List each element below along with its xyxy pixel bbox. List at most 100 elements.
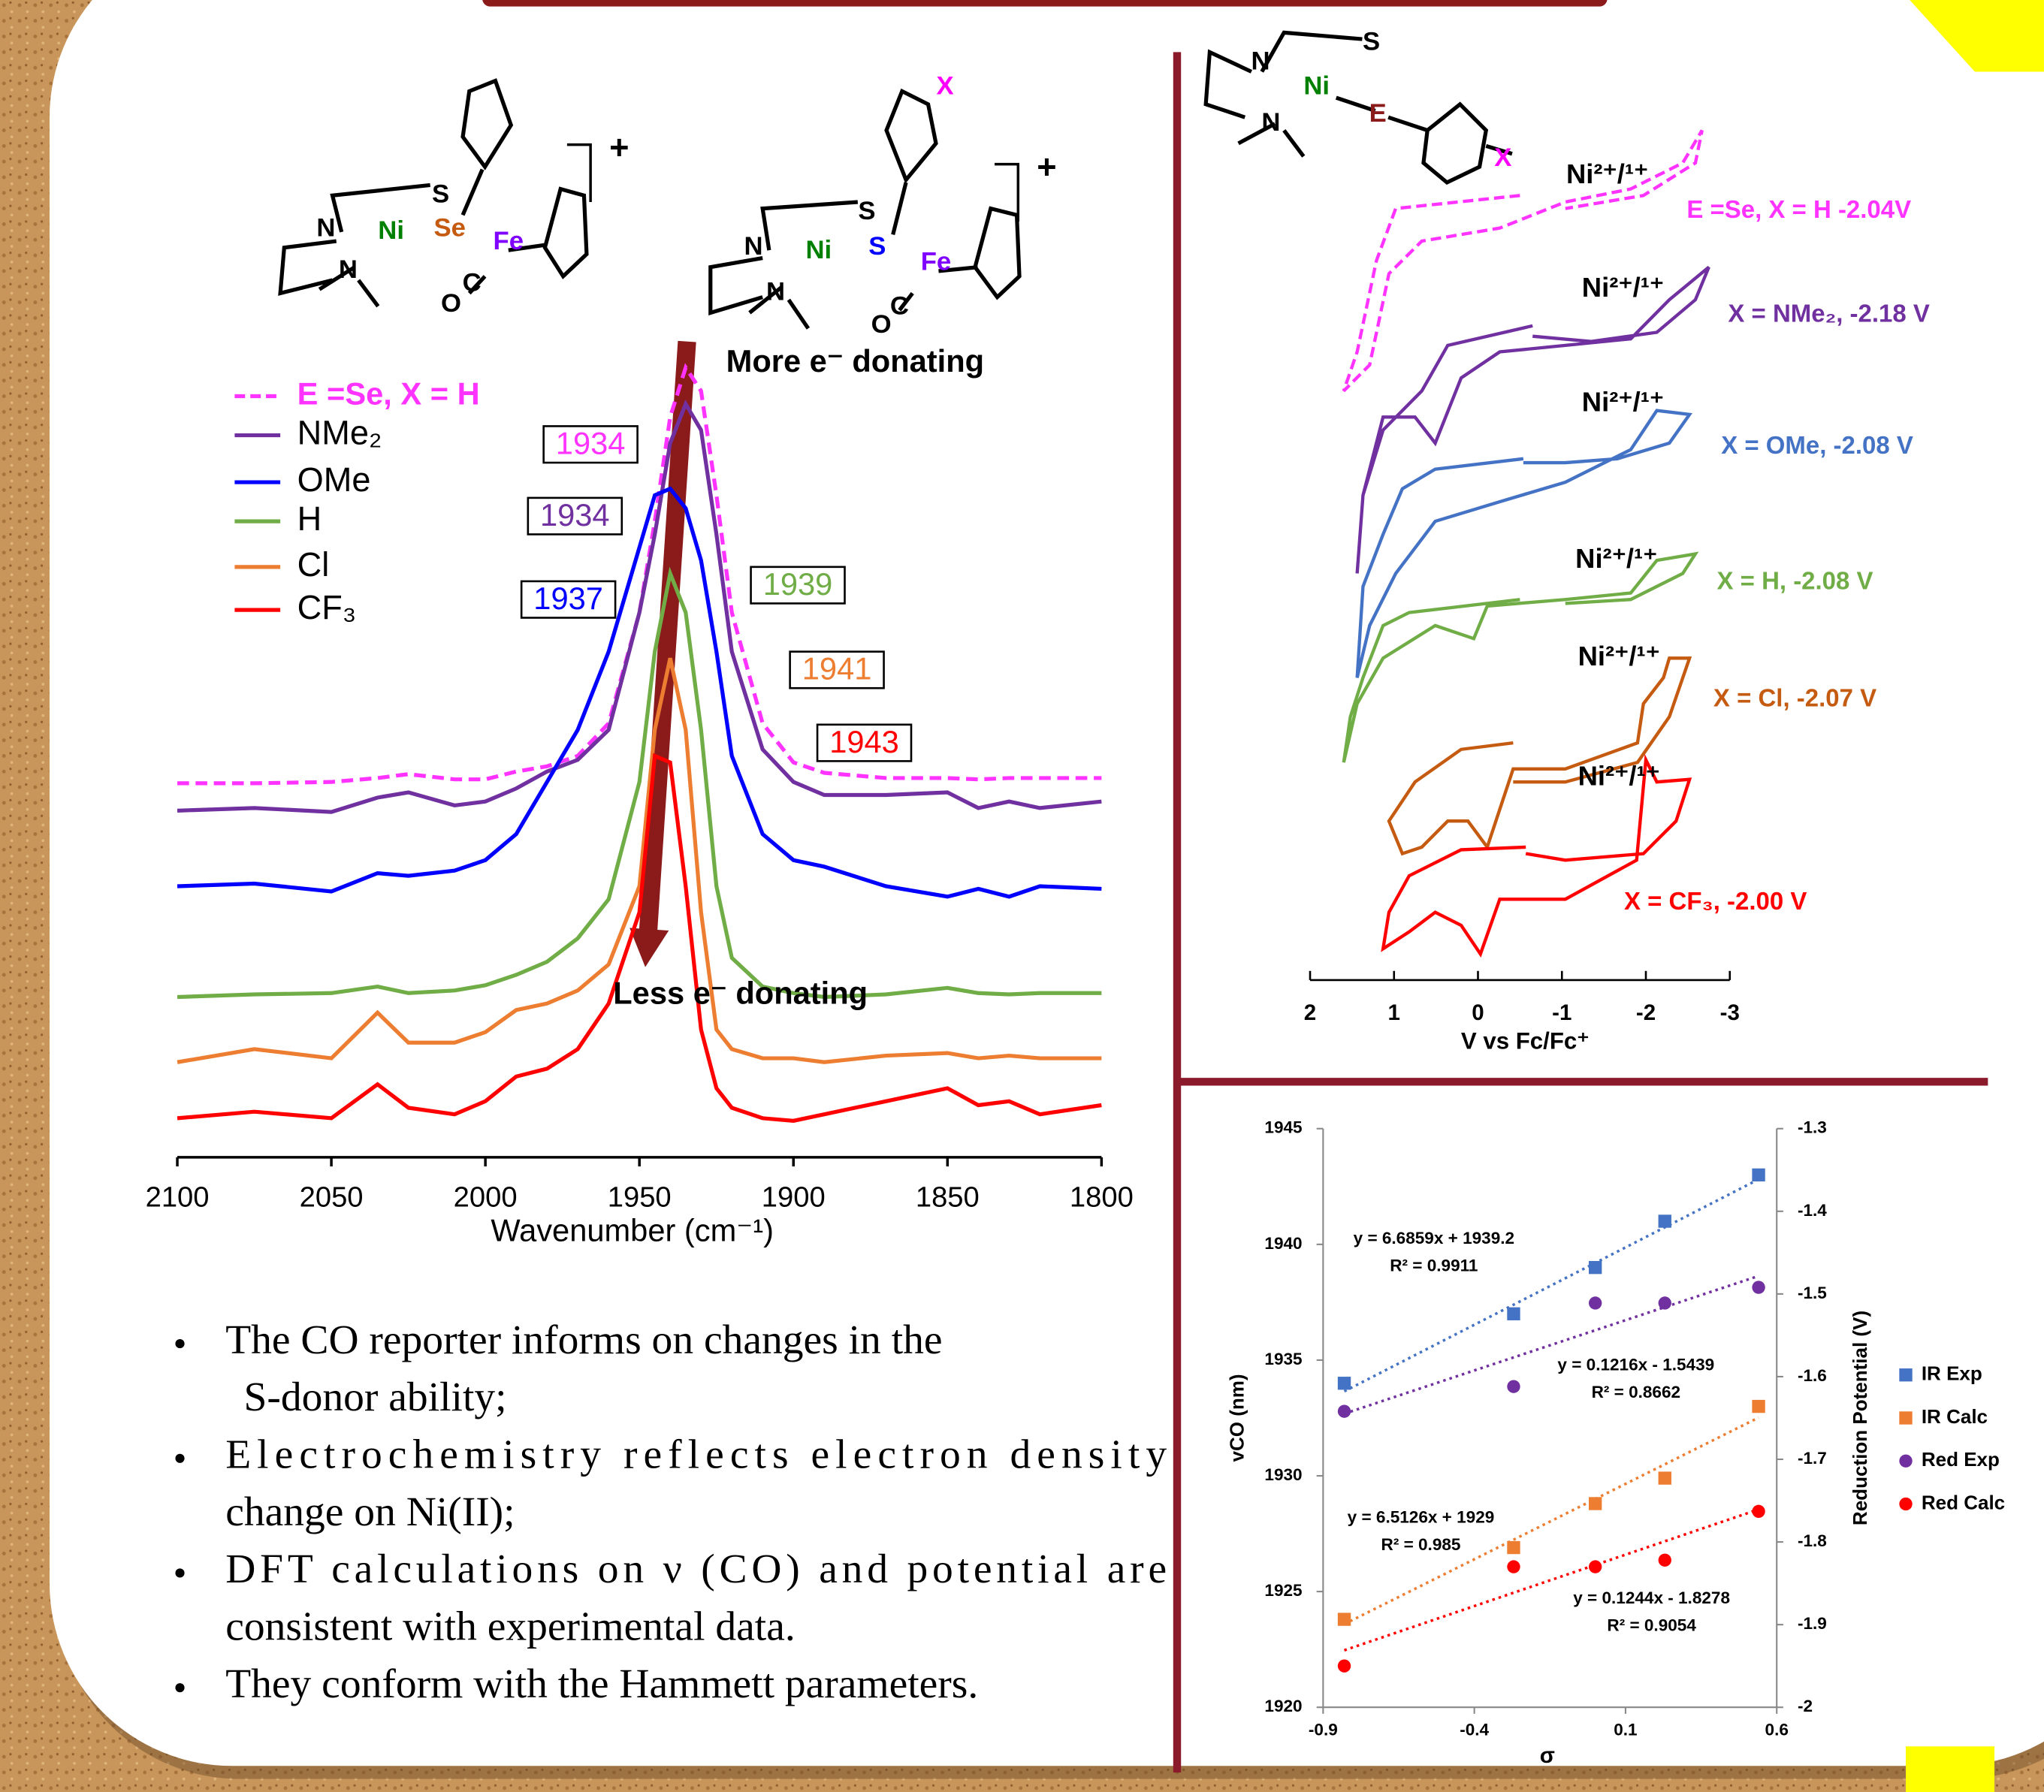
trendline-r2: R² = 0.985	[1381, 1535, 1461, 1554]
atom-label: Ni	[1303, 71, 1330, 100]
x-tick-label: 0	[1472, 1000, 1484, 1025]
atom-label: N	[316, 214, 335, 243]
x-axis-title: V vs Fc/Fc⁺	[1461, 1027, 1590, 1054]
point	[1507, 1560, 1520, 1573]
trendline-equation: y = 6.5126x + 1929	[1348, 1508, 1495, 1527]
legend-label: E =Se, X = H	[297, 376, 480, 412]
legend-swatch	[1899, 1368, 1912, 1381]
x-tick-label: 2	[1304, 1000, 1316, 1025]
x-tick-label: 1850	[916, 1181, 980, 1214]
trendline-r2: R² = 0.9054	[1607, 1616, 1696, 1635]
redox-label: Ni²⁺/¹⁺	[1578, 641, 1660, 671]
point	[1507, 1541, 1520, 1554]
atom-label: N	[1251, 47, 1270, 75]
y2-tick-label: -1.7	[1798, 1449, 1827, 1468]
legend-label: OMe	[297, 460, 371, 499]
annotation: More e⁻ donating	[726, 343, 984, 379]
series-label: X = OMe, -2.08 V	[1721, 431, 1913, 459]
x-tick-label: -1	[1552, 1000, 1571, 1025]
page: NNiSeFeSNCO+NNiSFeSNCOX+NNiSENXThe CO re…	[0, 0, 2044, 1792]
point	[1589, 1560, 1602, 1573]
y-axis-title: vCO (nm)	[1225, 1374, 1248, 1462]
legend-swatch	[1899, 1455, 1912, 1468]
legend-label: IR Calc	[1922, 1405, 1988, 1428]
legend-swatch	[1899, 1411, 1912, 1424]
atom-label: N	[744, 232, 763, 261]
x-tick-label: 2100	[146, 1181, 210, 1214]
point	[1752, 1505, 1765, 1518]
redox-label: Ni²⁺/¹⁺	[1575, 543, 1657, 574]
atom-label: N	[1261, 108, 1280, 137]
x-tick-label: 1	[1388, 1000, 1400, 1025]
redox-label: Ni²⁺/¹⁺	[1578, 761, 1660, 792]
series-label: X = H, -2.08 V	[1717, 566, 1873, 594]
peak-label: 1943	[829, 724, 899, 759]
y-tick-label: 1935	[1264, 1350, 1302, 1368]
point	[1589, 1497, 1602, 1510]
atom-label: E	[1369, 99, 1387, 128]
legend-label: IR Exp	[1922, 1362, 1982, 1385]
atom-label: Fe	[494, 227, 524, 255]
point	[1338, 1659, 1351, 1672]
peak-label: 1941	[802, 651, 872, 686]
annotation: Less e⁻ donating	[613, 976, 868, 1011]
x-tick-label: -0.4	[1460, 1720, 1489, 1739]
bullet-text: They conform with the Hammett parameters…	[225, 1661, 978, 1707]
y2-tick-label: -1.4	[1798, 1201, 1827, 1220]
atom-label: S	[1363, 27, 1380, 56]
legend-label: NMe₂	[297, 414, 382, 452]
atom-label: S	[868, 232, 886, 261]
atom-label: C	[463, 268, 482, 297]
bullet-text: DFT calculations on ν (CO) and potential…	[225, 1546, 1167, 1592]
x-tick-label: -2	[1636, 1000, 1656, 1025]
peak-label: 1939	[763, 566, 833, 602]
trendline-r2: R² = 0.9911	[1390, 1257, 1478, 1275]
atom-label: S	[858, 197, 875, 225]
peak-label: 1937	[533, 581, 603, 616]
point	[1338, 1377, 1351, 1389]
atom-label: Se	[433, 214, 465, 243]
atom-label: Fe	[921, 248, 951, 276]
y2-tick-label: -1.8	[1798, 1531, 1827, 1550]
y-tick-label: 1940	[1264, 1234, 1302, 1253]
bullet-text: change on Ni(II);	[225, 1489, 515, 1535]
atom-label: O	[871, 310, 892, 339]
atom-label: S	[432, 180, 449, 208]
y2-tick-label: -2	[1798, 1697, 1813, 1715]
y-tick-label: 1945	[1264, 1118, 1302, 1137]
point	[1589, 1261, 1602, 1274]
x-tick-label: 1900	[762, 1181, 826, 1214]
point	[1752, 1169, 1765, 1181]
x-tick-label: 1950	[608, 1181, 672, 1214]
corner-tab	[1906, 1746, 1994, 1792]
trendline-equation: y = 0.1244x - 1.8278	[1573, 1588, 1730, 1607]
point	[1659, 1471, 1671, 1484]
y-tick-label: 1925	[1264, 1581, 1302, 1600]
point	[1338, 1404, 1351, 1417]
y2-tick-label: -1.6	[1798, 1366, 1827, 1385]
atom-label: Ni	[378, 216, 404, 245]
x-axis-title: Wavenumber (cm⁻¹)	[491, 1213, 774, 1248]
redox-label: Ni²⁺/¹⁺	[1582, 387, 1664, 418]
y-tick-label: 1920	[1264, 1697, 1302, 1715]
bullet-text: The CO reporter informs on changes in th…	[225, 1317, 942, 1363]
point	[1338, 1612, 1351, 1625]
legend-label: CF₃	[297, 588, 357, 626]
bullet-dot	[175, 1568, 184, 1577]
y2-tick-label: -1.9	[1798, 1614, 1827, 1633]
point	[1659, 1214, 1671, 1227]
legend-label: Red Exp	[1922, 1448, 2000, 1471]
atom-label: N	[766, 278, 785, 306]
point	[1752, 1281, 1765, 1293]
x-axis-title: σ	[1540, 1743, 1555, 1768]
series-label: X = CF₃, -2.00 V	[1624, 887, 1807, 915]
atom-label: X	[1494, 143, 1511, 172]
y-tick-label: 1930	[1264, 1465, 1302, 1484]
legend-label: Red Calc	[1922, 1491, 2005, 1513]
trendline-r2: R² = 0.8662	[1592, 1383, 1680, 1401]
atom-label: X	[937, 71, 954, 100]
peak-label: 1934	[540, 497, 610, 532]
x-tick-label: 0.1	[1614, 1720, 1637, 1739]
legend-swatch	[1899, 1498, 1912, 1510]
bullet-dot	[175, 1683, 184, 1692]
